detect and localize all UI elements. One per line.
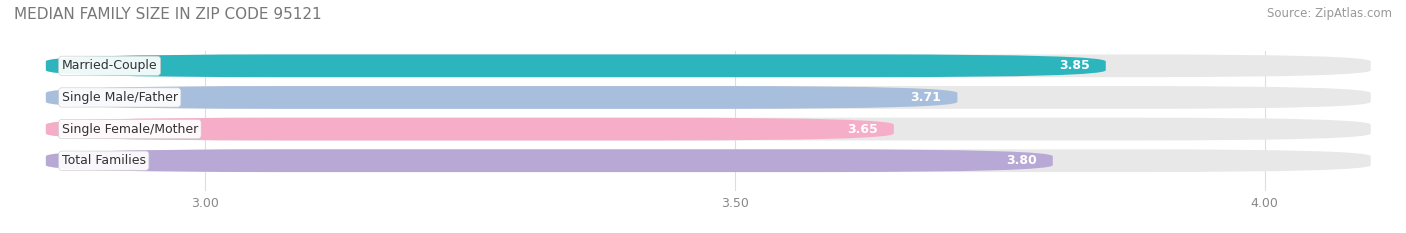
Text: MEDIAN FAMILY SIZE IN ZIP CODE 95121: MEDIAN FAMILY SIZE IN ZIP CODE 95121	[14, 7, 322, 22]
Text: Single Male/Father: Single Male/Father	[62, 91, 177, 104]
Text: Married-Couple: Married-Couple	[62, 59, 157, 72]
FancyBboxPatch shape	[46, 55, 1371, 77]
FancyBboxPatch shape	[46, 86, 957, 109]
Text: 3.65: 3.65	[848, 123, 877, 136]
FancyBboxPatch shape	[46, 86, 1371, 109]
FancyBboxPatch shape	[46, 55, 1105, 77]
FancyBboxPatch shape	[46, 149, 1371, 172]
FancyBboxPatch shape	[46, 118, 894, 140]
Text: 3.85: 3.85	[1059, 59, 1090, 72]
Text: Total Families: Total Families	[62, 154, 146, 167]
Text: Source: ZipAtlas.com: Source: ZipAtlas.com	[1267, 7, 1392, 20]
Text: 3.80: 3.80	[1007, 154, 1036, 167]
FancyBboxPatch shape	[46, 149, 1053, 172]
FancyBboxPatch shape	[46, 118, 1371, 140]
Text: Single Female/Mother: Single Female/Mother	[62, 123, 198, 136]
Text: 3.71: 3.71	[911, 91, 942, 104]
